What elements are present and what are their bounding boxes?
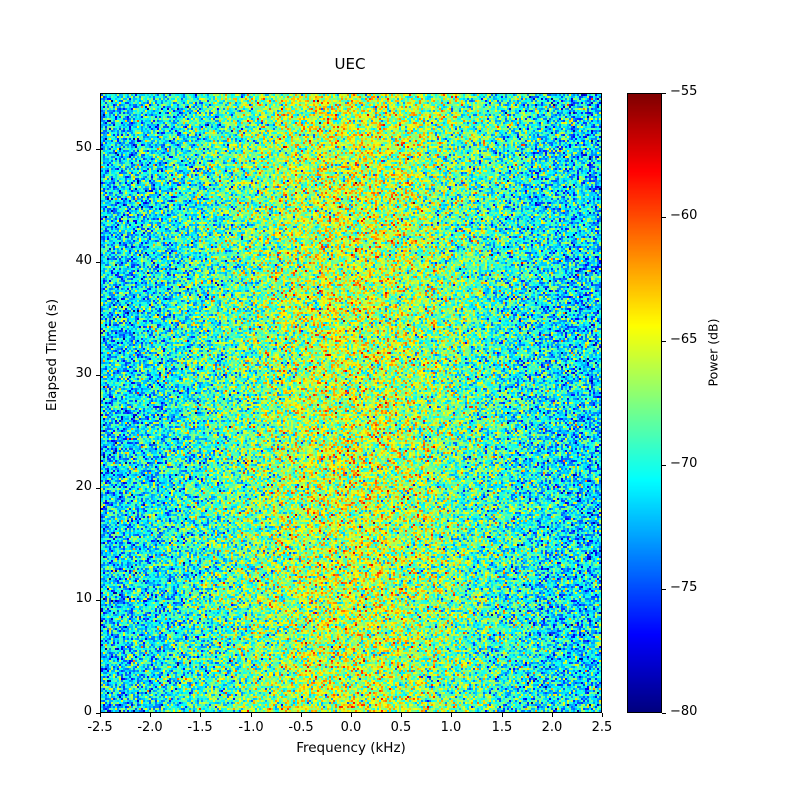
colorbar-tick-mark bbox=[662, 217, 666, 218]
y-tick-mark bbox=[96, 149, 100, 150]
x-tick-label: 2.0 bbox=[541, 720, 563, 735]
colorbar-tick-mark bbox=[662, 465, 666, 466]
y-tick-label: 20 bbox=[75, 479, 92, 494]
colorbar-tick-mark bbox=[662, 589, 666, 590]
x-tick-mark bbox=[251, 713, 252, 717]
colorbar-tick-mark bbox=[662, 341, 666, 342]
colorbar bbox=[627, 93, 662, 713]
y-tick-label: 40 bbox=[75, 253, 92, 268]
x-tick-label: -0.5 bbox=[288, 720, 314, 735]
x-tick-mark bbox=[552, 713, 553, 717]
y-tick-label: 10 bbox=[75, 591, 92, 606]
colorbar-tick-mark bbox=[662, 93, 666, 94]
colorbar-tick-label: −65 bbox=[670, 332, 698, 347]
x-axis-label: Frequency (kHz) bbox=[296, 740, 406, 756]
x-tick-label: -1.5 bbox=[187, 720, 213, 735]
colorbar-gradient bbox=[628, 94, 661, 712]
x-tick-mark bbox=[100, 713, 101, 717]
x-tick-mark bbox=[401, 713, 402, 717]
colorbar-tick-label: −75 bbox=[670, 580, 698, 595]
colorbar-tick-label: −70 bbox=[670, 456, 698, 471]
y-tick-label: 30 bbox=[75, 366, 92, 381]
x-tick-label: 1.0 bbox=[440, 720, 462, 735]
x-tick-label: 0.0 bbox=[340, 720, 362, 735]
x-tick-mark bbox=[301, 713, 302, 717]
y-tick-label: 0 bbox=[83, 704, 92, 719]
spectrogram-plot-area bbox=[100, 93, 602, 713]
x-tick-mark bbox=[502, 713, 503, 717]
x-tick-mark bbox=[351, 713, 352, 717]
x-tick-label: -2.5 bbox=[87, 720, 113, 735]
x-tick-label: 0.5 bbox=[390, 720, 412, 735]
y-tick-label: 50 bbox=[75, 140, 92, 155]
x-tick-mark bbox=[602, 713, 603, 717]
x-tick-label: -2.0 bbox=[137, 720, 163, 735]
title-line-station: UEC bbox=[334, 55, 366, 73]
y-tick-mark bbox=[96, 488, 100, 489]
y-tick-mark bbox=[96, 262, 100, 263]
x-tick-label: 1.5 bbox=[491, 720, 513, 735]
colorbar-tick-mark bbox=[662, 713, 666, 714]
colorbar-label: Power (dB) bbox=[705, 318, 721, 387]
colorbar-tick-label: −80 bbox=[670, 704, 698, 719]
x-tick-mark bbox=[200, 713, 201, 717]
x-tick-mark bbox=[150, 713, 151, 717]
spectrogram-image bbox=[101, 94, 601, 712]
y-axis-label: Elapsed Time (s) bbox=[44, 298, 60, 412]
y-tick-mark bbox=[96, 600, 100, 601]
x-tick-label: 2.5 bbox=[591, 720, 613, 735]
y-tick-mark bbox=[96, 375, 100, 376]
x-tick-label: -1.0 bbox=[238, 720, 264, 735]
colorbar-tick-label: −55 bbox=[670, 84, 698, 99]
colorbar-tick-label: −60 bbox=[670, 208, 698, 223]
y-tick-mark bbox=[96, 713, 100, 714]
x-tick-mark bbox=[451, 713, 452, 717]
